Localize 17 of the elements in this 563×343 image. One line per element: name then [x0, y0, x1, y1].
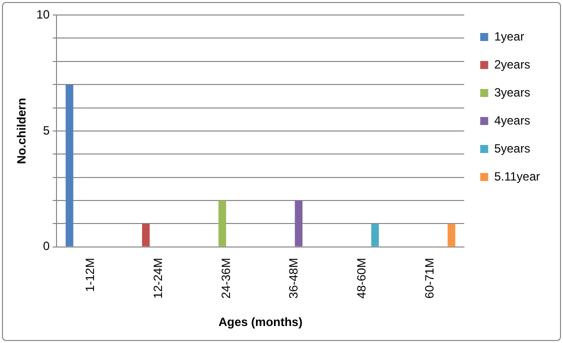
x-tick-label: 60-71M [422, 258, 437, 299]
y-tick-label: 0 [43, 239, 50, 254]
x-tick-label: 12-24M [150, 258, 165, 299]
x-tick-label: 36-48M [286, 258, 301, 299]
legend-label: 3years [494, 85, 530, 100]
y-tick-label: 5 [43, 123, 50, 138]
legend-label: 4years [494, 113, 530, 128]
x-tick-label: 1-12M [83, 258, 98, 292]
legend-label: 1year [494, 29, 524, 44]
y-tick-label: 10 [36, 7, 50, 22]
legend-label: 5.11year [494, 169, 540, 184]
y-axis-title: No.childern [14, 98, 29, 164]
legend-label: 2years [494, 57, 530, 72]
x-axis-title: Ages (months) [218, 315, 302, 330]
legend-label: 5years [494, 141, 530, 156]
x-tick-label: 24-36M [218, 258, 233, 299]
x-tick-label: 48-60M [354, 258, 369, 299]
